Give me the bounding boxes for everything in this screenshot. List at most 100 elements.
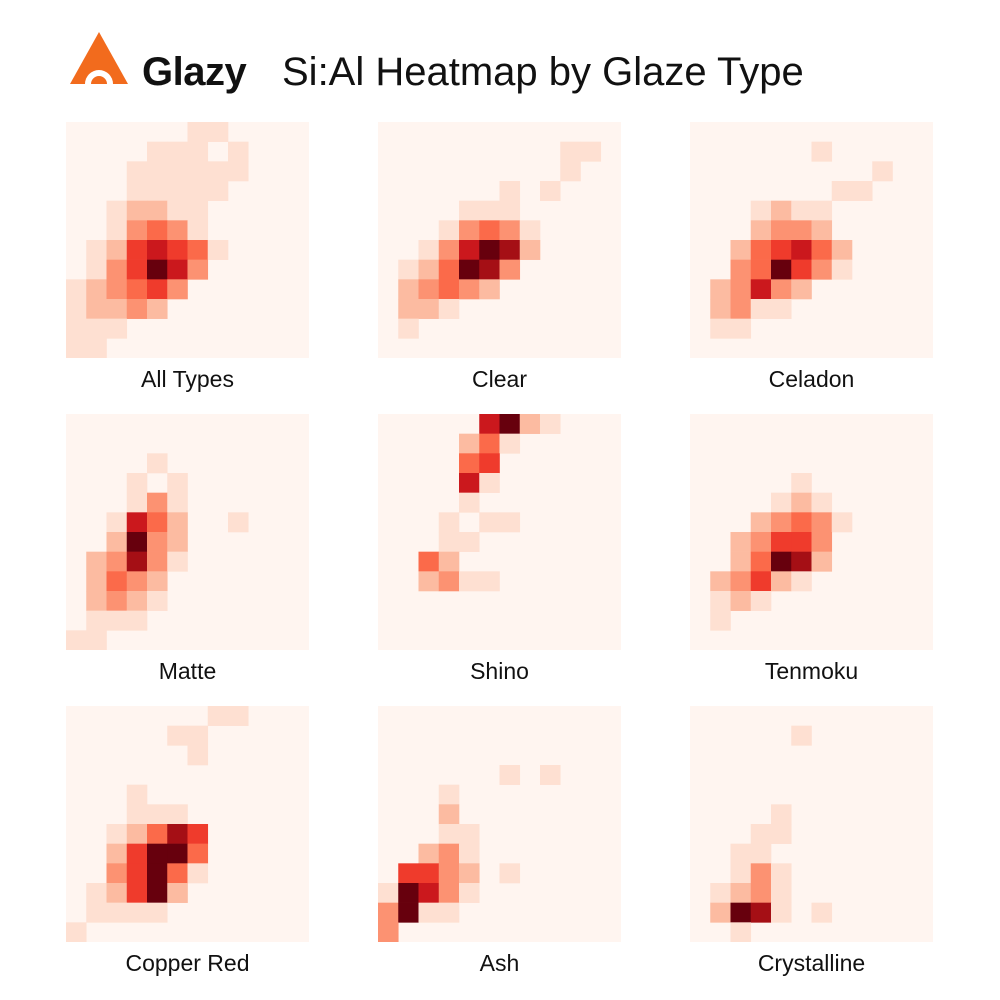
heatmap-cell — [147, 512, 168, 533]
heatmap-cell — [771, 532, 792, 552]
heatmap-cell — [811, 492, 833, 513]
heatmap-cell — [106, 571, 128, 592]
heatmap-cell — [499, 259, 521, 280]
heatmap-cell — [378, 883, 399, 903]
panel-label: Matte — [158, 658, 217, 684]
heatmap-cell — [710, 299, 731, 319]
heatmap-cell — [750, 240, 772, 260]
heatmap-cell — [730, 922, 752, 942]
heatmap-cell — [438, 259, 460, 280]
heatmap-cell — [750, 532, 772, 552]
panel-label: Clear — [472, 366, 527, 392]
heatmap-cell — [750, 843, 772, 864]
heatmap-cell — [771, 259, 792, 280]
heatmap-cell — [438, 863, 460, 884]
heatmap-cell — [126, 200, 148, 221]
heatmap-cell — [791, 512, 812, 533]
heatmap-cell — [126, 299, 148, 319]
heatmap-cell — [167, 492, 188, 513]
heatmap-cell — [126, 492, 148, 513]
heatmap-cell — [398, 883, 419, 903]
heatmap-cell — [560, 161, 581, 182]
heatmap-panel-8: Crystalline — [690, 706, 933, 986]
heatmap-cell — [771, 863, 792, 884]
heatmap-cell — [771, 824, 792, 844]
panel-label: Celadon — [768, 366, 855, 392]
heatmap-cell — [438, 883, 460, 903]
heatmap-cell — [418, 863, 440, 884]
heatmap-cell — [438, 299, 460, 319]
heatmap-cell — [771, 883, 792, 903]
heatmap-cell — [187, 181, 209, 201]
heatmap-cell — [398, 299, 419, 319]
heatmap-cell — [378, 902, 399, 923]
heatmap-cell — [147, 824, 168, 844]
heatmap-cell — [418, 843, 440, 864]
heatmap-cell — [106, 824, 128, 844]
heatmap-cell — [459, 532, 480, 552]
heatmap-cell — [106, 299, 128, 319]
heatmap-cell — [459, 200, 480, 221]
heatmap-cell — [167, 141, 188, 162]
heatmap-cell — [791, 551, 812, 572]
heatmap-cell — [126, 824, 148, 844]
heatmap-cell — [86, 279, 107, 300]
heatmap-cell — [167, 200, 188, 221]
heatmap-cell — [106, 512, 128, 533]
heatmap-cell — [147, 240, 168, 260]
heatmap-cell — [66, 279, 87, 300]
heatmap-cell — [106, 220, 128, 241]
heatmap-cell — [479, 200, 500, 221]
heatmap-cell — [418, 259, 440, 280]
panel-label: Crystalline — [757, 950, 866, 976]
heatmap-cell — [479, 279, 500, 300]
heatmap-cell — [126, 591, 148, 611]
heatmap — [378, 414, 621, 650]
heatmap-cell — [479, 433, 500, 454]
heatmap-panel-5: Tenmoku — [690, 414, 933, 694]
heatmap-cell — [147, 843, 168, 864]
heatmap-cell — [418, 571, 440, 592]
heatmap-cell — [791, 279, 812, 300]
heatmap-cell — [418, 279, 440, 300]
heatmap-cell — [710, 902, 731, 923]
heatmap-cell — [438, 551, 460, 572]
heatmap-cell — [438, 512, 460, 533]
heatmap-cell — [147, 883, 168, 903]
heatmap-cell — [147, 181, 168, 201]
heatmap-cell — [811, 259, 833, 280]
heatmap-cell — [106, 883, 128, 903]
heatmap-cell — [187, 220, 209, 241]
heatmap-cell — [459, 259, 480, 280]
heatmap-cell — [750, 902, 772, 923]
heatmap-cell — [86, 338, 107, 358]
heatmap-cell — [438, 532, 460, 552]
heatmap-cell — [187, 122, 209, 142]
heatmap-cell — [167, 824, 188, 844]
heatmap-cell — [228, 161, 249, 182]
heatmap-cell — [228, 512, 249, 533]
heatmap-cell — [147, 220, 168, 241]
heatmap-cell — [459, 571, 480, 592]
heatmap-cell — [106, 259, 128, 280]
panel-label: Copper Red — [125, 950, 250, 976]
heatmap — [690, 706, 933, 942]
heatmap-cell — [187, 141, 209, 162]
heatmap-cell — [438, 902, 460, 923]
heatmap-cell — [86, 299, 107, 319]
heatmap-cell — [418, 299, 440, 319]
heatmap-cell — [459, 433, 480, 454]
heatmap — [66, 122, 309, 358]
heatmap-cell — [167, 181, 188, 201]
heatmap-cell — [167, 279, 188, 300]
heatmap-cell — [750, 200, 772, 221]
heatmap-cell — [499, 512, 521, 533]
heatmap-cell — [167, 551, 188, 572]
heatmap-cell — [710, 318, 731, 339]
heatmap-cell — [540, 765, 561, 785]
heatmap-cell — [398, 259, 419, 280]
heatmap-cell — [459, 453, 480, 474]
heatmap — [66, 706, 309, 942]
heatmap-cell — [147, 259, 168, 280]
glazy-logo-icon — [70, 32, 128, 84]
